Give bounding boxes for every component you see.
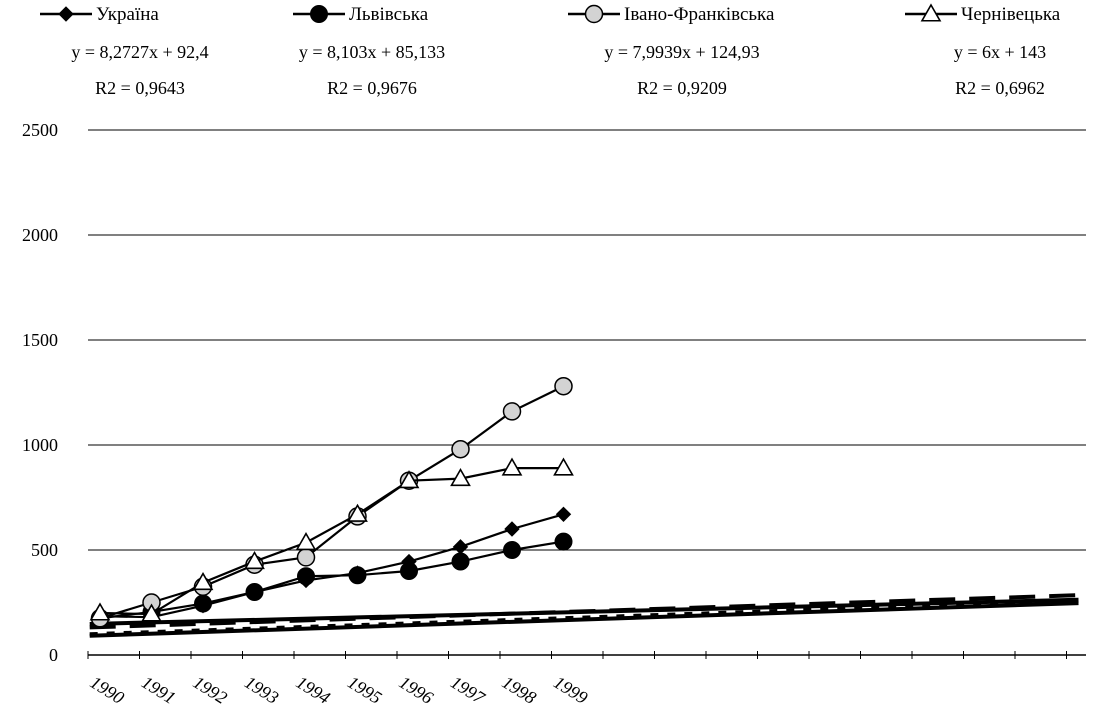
legend-marker-triangle-hollow bbox=[920, 3, 942, 22]
y-tick-label: 1500 bbox=[22, 330, 58, 350]
y-tick-label: 500 bbox=[31, 540, 58, 560]
trend-equation: y = 7,9939x + 124,93 bbox=[604, 42, 759, 62]
y-tick-label: 0 bbox=[49, 645, 58, 665]
x-tick-label: 1995 bbox=[344, 672, 385, 708]
trend-equation: y = 6x + 143 bbox=[954, 42, 1046, 62]
legend-marker-circle-filled bbox=[310, 5, 328, 23]
y-tick-label: 2000 bbox=[22, 225, 58, 245]
series-line-triangle-hollow bbox=[99, 467, 564, 616]
grid bbox=[88, 129, 1086, 551]
y-tick-label: 2500 bbox=[22, 120, 58, 140]
data-point-circle-filled bbox=[348, 566, 367, 585]
series bbox=[89, 376, 574, 628]
data-point-circle-filled bbox=[245, 583, 264, 601]
trendline-circle-filled bbox=[89, 601, 1079, 638]
x-tick-label: 1999 bbox=[550, 672, 591, 708]
x-tick-label: 1991 bbox=[138, 672, 179, 708]
data-point-triangle-hollow bbox=[347, 503, 368, 522]
trend-r2: R2 = 0,6962 bbox=[955, 78, 1045, 98]
legend-label: Львівська bbox=[349, 4, 429, 25]
x-tick-label: 1992 bbox=[190, 672, 231, 708]
data-point-circle-filled bbox=[554, 532, 573, 551]
data-point-triangle-hollow bbox=[295, 532, 317, 551]
legend: Україна y = 8,2727x + 92,4 R2 = 0,9643 Льві… bbox=[40, 3, 1061, 98]
trend-r2: R2 = 0,9643 bbox=[95, 78, 185, 98]
legend-marker-diamond bbox=[58, 6, 74, 22]
data-point-diamond bbox=[555, 506, 572, 523]
trendlines bbox=[89, 593, 1079, 638]
data-point-circle-filled bbox=[297, 567, 315, 586]
data-point-triangle-hollow bbox=[398, 470, 420, 489]
data-point-triangle-hollow bbox=[501, 457, 523, 476]
legend-label: Івано-Франківська bbox=[624, 4, 775, 25]
x-tick-label: 1990 bbox=[87, 672, 128, 708]
data-point-circle-filled bbox=[503, 541, 521, 559]
legend-marker-circle-hollow bbox=[584, 4, 604, 24]
data-point-diamond bbox=[504, 521, 520, 537]
data-point-triangle-hollow bbox=[553, 457, 574, 476]
data-point-circle-hollow bbox=[502, 402, 522, 421]
data-point-triangle-hollow bbox=[244, 550, 265, 570]
x-tick-label: 1997 bbox=[447, 672, 489, 709]
x-tick-label: 1994 bbox=[293, 672, 334, 708]
data-point-circle-filled bbox=[400, 562, 418, 580]
legend-label: Україна bbox=[96, 4, 159, 25]
x-tick-label: 1998 bbox=[499, 672, 540, 708]
data-point-circle-hollow bbox=[554, 376, 573, 396]
x-tick-label: 1993 bbox=[241, 672, 282, 708]
series-line-circle-filled bbox=[99, 540, 564, 620]
data-point-circle-filled bbox=[451, 552, 470, 571]
trend-r2: R2 = 0,9209 bbox=[637, 78, 727, 98]
y-tick-label: 1000 bbox=[22, 435, 58, 455]
data-point-triangle-hollow bbox=[192, 571, 214, 591]
data-point-triangle-hollow bbox=[89, 602, 111, 621]
data-point-diamond bbox=[452, 539, 469, 555]
series-line-circle-hollow bbox=[99, 385, 564, 620]
trend-equation: y = 8,103x + 85,133 bbox=[299, 42, 445, 62]
x-tick-label: 1996 bbox=[396, 672, 437, 708]
data-point-circle-filled bbox=[194, 594, 212, 613]
data-point-triangle-hollow bbox=[450, 467, 471, 487]
data-point-triangle-hollow bbox=[141, 603, 162, 622]
legend-label: Чернівецька bbox=[961, 4, 1061, 25]
trend-r2: R2 = 0,9676 bbox=[327, 78, 417, 98]
data-point-circle-hollow bbox=[451, 439, 470, 459]
data-point-circle-hollow bbox=[296, 548, 316, 567]
trendline-triangle-hollow bbox=[89, 597, 1079, 626]
trend-equation: y = 8,2727x + 92,4 bbox=[71, 42, 208, 62]
